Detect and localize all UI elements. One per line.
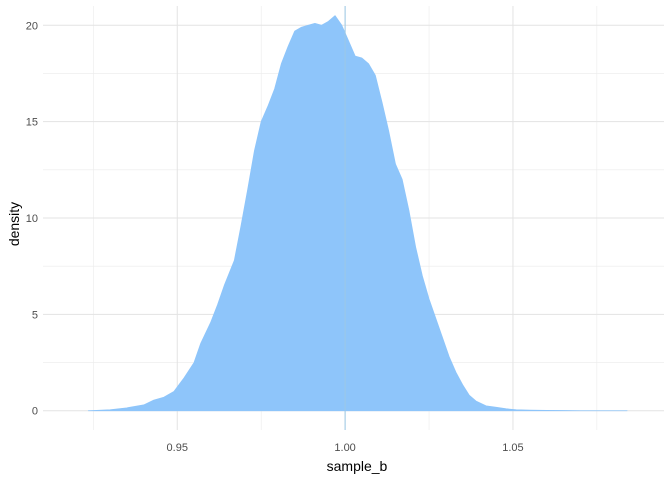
density-area: [87, 15, 628, 412]
y-axis-ticks: 0 5 10 15 20: [26, 20, 38, 417]
x-tick-label: 0.95: [167, 442, 188, 454]
y-tick-label: 10: [26, 213, 38, 225]
y-tick-label: 5: [32, 309, 38, 321]
x-tick-label: 1.00: [334, 442, 355, 454]
y-tick-label: 15: [26, 117, 38, 129]
x-axis-title: sample_b: [327, 458, 388, 474]
x-tick-label: 1.05: [502, 442, 523, 454]
y-tick-label: 0: [32, 406, 38, 418]
density-area-layer: [87, 15, 628, 412]
x-axis-ticks: 0.95 1.00 1.05: [167, 442, 524, 454]
y-tick-label: 20: [26, 20, 38, 32]
y-axis-title: density: [6, 202, 22, 246]
